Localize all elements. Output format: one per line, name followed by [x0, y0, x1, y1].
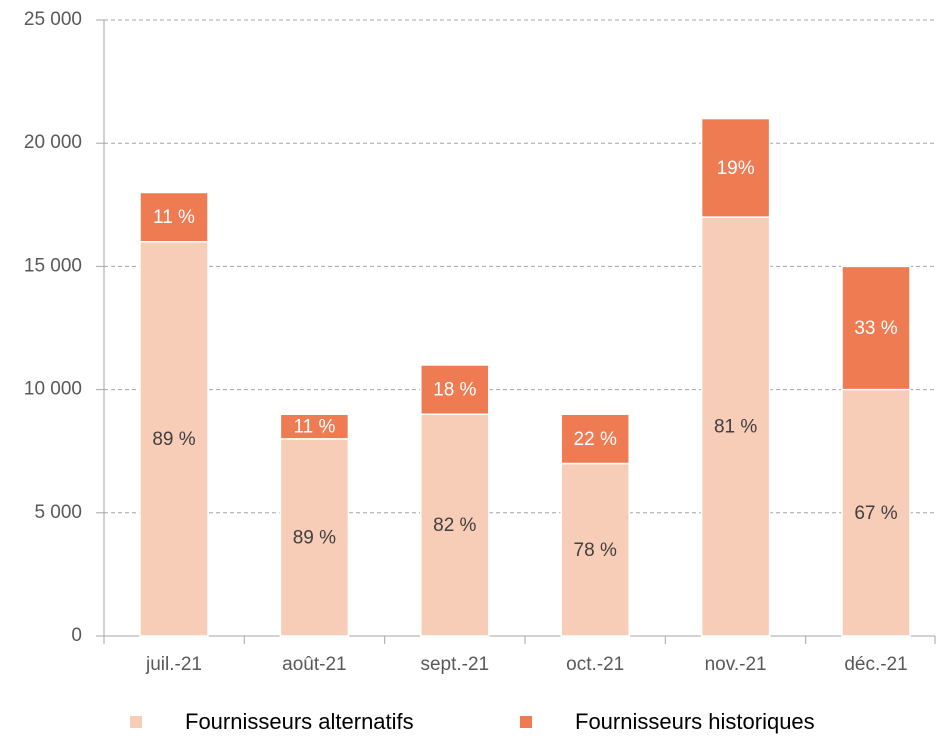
data-label: 11 %: [153, 207, 195, 228]
bar-segment: [420, 364, 490, 415]
data-label: 11 %: [293, 417, 335, 438]
data-label: 18 %: [433, 380, 476, 401]
bar-segment: [700, 216, 771, 637]
x-tick-label: nov.-21: [705, 654, 767, 675]
legend-label: Fournisseurs alternatifs: [185, 709, 414, 734]
x-tick-label: août-21: [282, 654, 346, 675]
y-tick-label: 20 000: [24, 132, 82, 153]
y-tick-label: 10 000: [24, 379, 82, 400]
data-label: 89 %: [293, 527, 336, 548]
data-label: 89 %: [152, 429, 195, 450]
x-tick-label: sept.-21: [420, 654, 489, 675]
y-tick-label: 25 000: [24, 9, 82, 30]
bar-segment: [841, 388, 911, 637]
bar-segment: [560, 413, 630, 465]
x-tick-label: oct.-21: [566, 654, 624, 675]
data-label: 78 %: [574, 540, 617, 561]
bar-segment: [700, 117, 771, 218]
data-label: 33 %: [854, 318, 897, 339]
legend-swatch: [520, 716, 532, 728]
y-tick-label: 15 000: [24, 255, 82, 276]
x-tick-label: juil.-21: [145, 654, 202, 675]
bar-segment: [139, 191, 209, 243]
data-label: 67 %: [854, 503, 897, 524]
data-label: 81 %: [714, 417, 757, 438]
bar-segment: [279, 413, 350, 440]
x-tick-label: déc.-21: [844, 654, 907, 675]
data-label: 22 %: [574, 429, 617, 450]
legend-swatch: [130, 716, 142, 728]
y-tick-label: 5 000: [34, 502, 82, 523]
bar-segment: [841, 265, 911, 391]
data-label: 82 %: [433, 515, 476, 536]
data-label: 19%: [717, 158, 755, 179]
legend-label: Fournisseurs historiques: [575, 709, 815, 734]
bar-segment: [279, 438, 350, 637]
y-tick-label: 0: [71, 625, 82, 646]
bar-segment: [560, 462, 630, 637]
bar-segment: [139, 241, 209, 637]
